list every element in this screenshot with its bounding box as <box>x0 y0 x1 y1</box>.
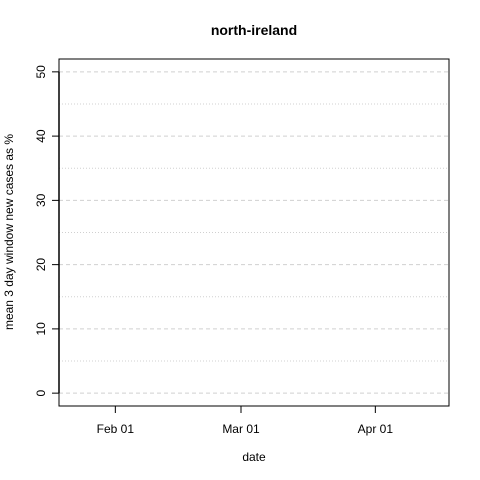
plot-frame <box>58 58 450 407</box>
y-axis: 0 10 20 30 40 50 <box>34 65 59 396</box>
x-tick-label: Mar 01 <box>222 422 260 436</box>
x-tick-label: Feb 01 <box>97 422 135 436</box>
x-axis-label: date <box>242 450 266 464</box>
y-tick-label: 40 <box>34 129 48 143</box>
x-axis: Feb 01 Mar 01 Apr 01 <box>97 406 394 436</box>
x-tick-label: Apr 01 <box>358 422 394 436</box>
y-axis-label: mean 3 day window new cases as % <box>2 134 16 330</box>
y-tick-label: 20 <box>34 258 48 272</box>
y-tick-label: 10 <box>34 322 48 336</box>
grid <box>59 71 449 394</box>
y-tick-label: 50 <box>34 65 48 79</box>
y-tick-label: 0 <box>34 389 48 396</box>
y-tick-label: 30 <box>34 193 48 207</box>
chart-title: north-ireland <box>211 22 297 38</box>
